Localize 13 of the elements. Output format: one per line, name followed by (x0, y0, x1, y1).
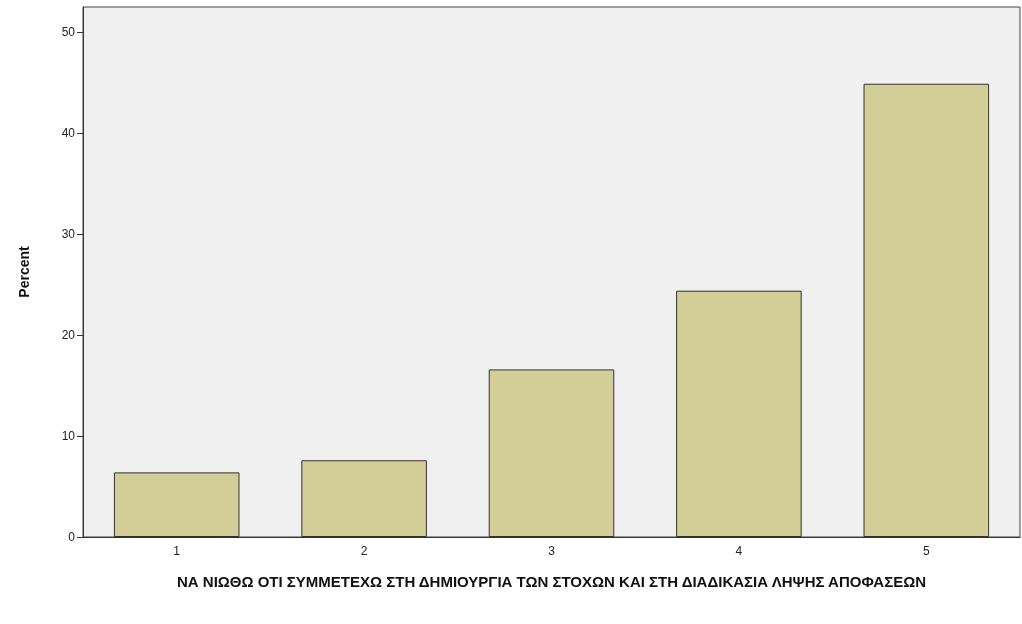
x-tick-label: 2 (360, 544, 368, 558)
x-tick-label: 1 (173, 544, 181, 558)
y-axis-title: Percent (16, 245, 32, 298)
x-axis-title: ΝΑ ΝΙΩΘΩ ΟΤΙ ΣΥΜΜΕΤΕΧΩ ΣΤΗ ΔΗΜΙΟΥΡΓΙΑ ΤΩΝ ΣΤΟΧΩΝ ΚΑΙ ΣΤΗ ΔΙΑΔΙΚΑΣΙΑ ΛΗΨΗΣ ΑΠΟΦΑΣΕΩΝ (176, 572, 927, 590)
y-tick-label: 40 (61, 126, 76, 141)
x-tick-label: 3 (548, 544, 556, 558)
y-tick-label: 30 (61, 227, 76, 242)
x-tick-label: 4 (735, 544, 743, 558)
y-tick-label: 50 (61, 25, 76, 40)
y-tick-label: 10 (61, 429, 76, 444)
y-tick-label: 0 (68, 530, 76, 544)
x-tick-label: 5 (922, 544, 930, 558)
y-tick-label: 20 (61, 328, 76, 343)
